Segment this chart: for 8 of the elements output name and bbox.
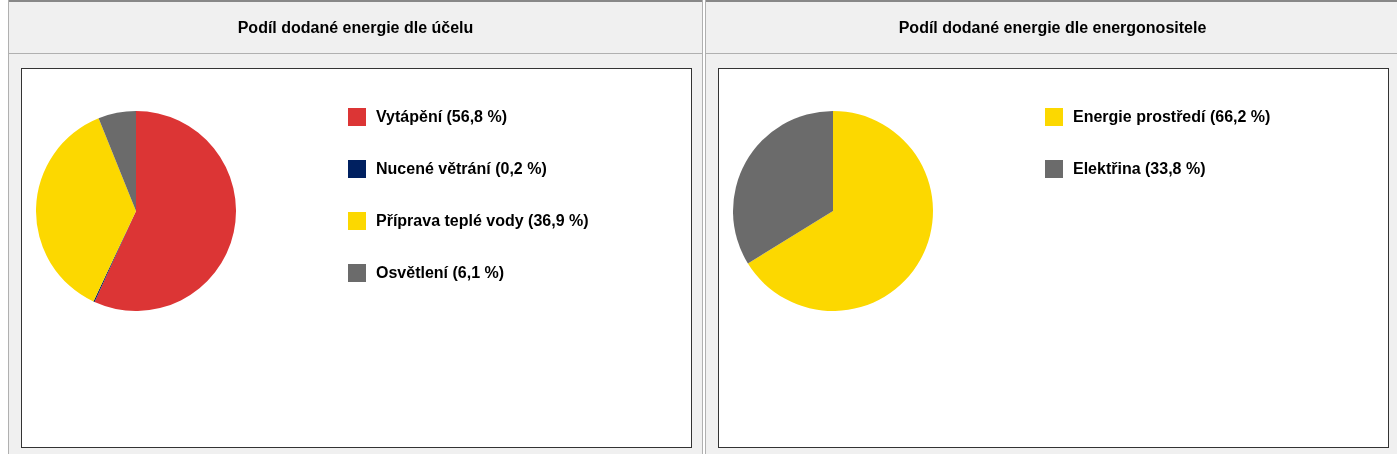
legend-label: Vytápění (56,8 %) [376, 108, 508, 126]
legend-label: Energie prostředí (66,2 %) [1073, 108, 1271, 126]
chart-title: Podíl dodané energie dle účelu [237, 18, 474, 37]
chart-title: Podíl dodané energie dle energonositele [898, 18, 1207, 37]
legend-label: Příprava teplé vody (36,9 %) [376, 212, 589, 230]
legend-label: Osvětlení (6,1 %) [376, 264, 505, 282]
legend-label: Nucené větrání (0,2 %) [376, 160, 547, 178]
legend-label: Elektřina (33,8 %) [1073, 160, 1206, 178]
